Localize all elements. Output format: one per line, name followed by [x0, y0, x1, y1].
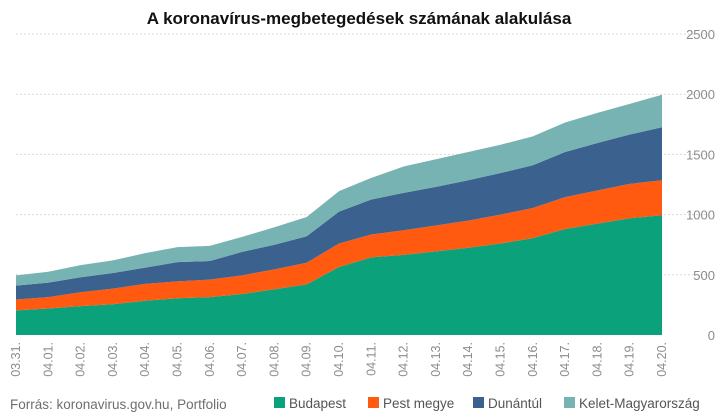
x-tick-label: 04.01. — [41, 342, 55, 377]
area-series — [16, 94, 662, 335]
y-tick-label: 2000 — [686, 87, 715, 102]
legend-swatch-dun-nt-l — [473, 397, 484, 408]
x-tick-label: 04.12. — [397, 342, 411, 377]
x-axis-tick-labels: 03.31. 04.01. 04.02. 04.03. 04.04. 04.05. 04.0… — [9, 342, 669, 377]
legend-swatch-pest-megye — [368, 397, 379, 408]
x-tick-label: 04.19. — [623, 342, 637, 377]
legend-swatch-kelet-magyarorsz-g — [564, 397, 575, 408]
y-tick-label: 0 — [708, 328, 715, 343]
legend-label-kelet-magyarorsz-g: Kelet-Magyarország — [579, 396, 700, 411]
y-tick-label: 500 — [693, 268, 715, 283]
legend: Budapest Pest megye Dunántúl Kelet-Magyaror… — [274, 396, 700, 411]
legend-label-budapest: Budapest — [289, 396, 346, 411]
legend-swatch-budapest — [274, 397, 285, 408]
x-tick-label: 04.18. — [590, 342, 604, 377]
x-tick-label: 04.07. — [235, 342, 249, 377]
area-pest-megye — [16, 180, 662, 311]
chart-title: A koronavírus-megbetegedések számának al… — [147, 9, 572, 28]
y-axis-tick-labels: 0 500 1000 1500 2000 2500 — [686, 27, 715, 343]
x-tick-label: 04.15. — [494, 342, 508, 377]
area-budapest — [16, 215, 662, 335]
y-tick-label: 1500 — [686, 147, 715, 162]
source-note: Forrás: koronavirus.gov.hu, Portfolio — [10, 397, 227, 412]
x-tick-label: 04.05. — [171, 342, 185, 377]
x-tick-label: 04.02. — [74, 342, 88, 377]
x-tick-label: 04.10. — [332, 342, 346, 377]
area-kelet-magyarorsz-g — [16, 94, 662, 286]
y-tick-label: 1000 — [686, 208, 715, 223]
x-tick-label: 04.11. — [364, 342, 378, 376]
x-tick-label: 04.20. — [655, 342, 669, 377]
x-tick-label: 03.31. — [9, 342, 23, 377]
x-tick-label: 04.04. — [138, 342, 152, 377]
legend-label-pest-megye: Pest megye — [383, 396, 454, 411]
legend-label-dun-nt-l: Dunántúl — [488, 396, 542, 411]
area-dun-nt-l — [16, 127, 662, 300]
x-tick-label: 04.03. — [106, 342, 120, 377]
x-tick-label: 04.09. — [300, 342, 314, 377]
x-tick-label: 04.16. — [526, 342, 540, 377]
x-tick-label: 04.14. — [461, 342, 475, 377]
x-tick-label: 04.13. — [429, 342, 443, 377]
y-tick-label: 2500 — [686, 27, 715, 42]
x-tick-label: 04.08. — [267, 342, 281, 377]
x-tick-label: 04.06. — [203, 342, 217, 377]
x-tick-label: 04.17. — [558, 342, 572, 377]
